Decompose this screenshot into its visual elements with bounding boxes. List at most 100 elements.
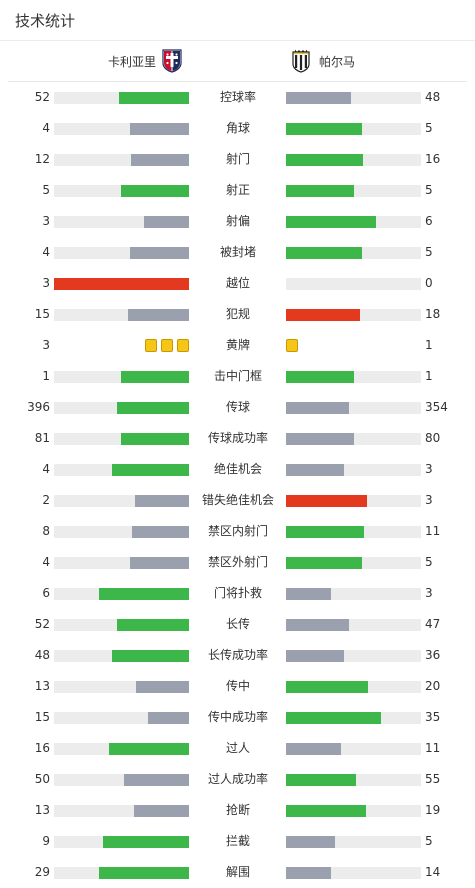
away-stat-bar-fill <box>286 774 356 786</box>
home-stat-bar <box>54 805 189 817</box>
stat-row: 15 传中成功率 35 <box>0 702 475 733</box>
home-stat-value: 15 <box>34 710 50 724</box>
home-stat-bar <box>54 495 189 507</box>
home-stat-bar-fill <box>119 92 189 104</box>
stat-label: 禁区内射门 <box>207 524 268 538</box>
home-stat-bar <box>54 867 189 879</box>
home-stat-bar-fill <box>99 588 189 600</box>
stat-label: 射正 <box>225 183 250 197</box>
home-stat-bar <box>54 464 189 476</box>
home-stat-value: 50 <box>34 772 50 786</box>
away-stat-bar-fill <box>286 681 368 693</box>
away-stat-value: 6 <box>425 214 433 228</box>
home-stat-bar-fill <box>99 867 189 879</box>
away-team-name: 帕尔马 <box>319 54 356 69</box>
home-stat-bar <box>54 216 189 228</box>
stat-row: 52 控球率 48 <box>0 82 475 113</box>
away-stat-bar-fill <box>286 216 376 228</box>
yellow-card-icon <box>161 339 173 352</box>
home-stat-bar-fill <box>130 247 189 259</box>
away-stat-bar-fill <box>286 712 381 724</box>
away-stat-value: 36 <box>425 648 441 662</box>
home-stat-bar <box>54 247 189 259</box>
away-stat-value: 48 <box>425 90 441 104</box>
stat-row: 4 禁区外射门 5 <box>0 547 475 578</box>
away-stat-value: 5 <box>425 245 433 259</box>
home-team[interactable]: 卡利亚里 <box>108 41 182 81</box>
away-stat-bar <box>286 433 421 445</box>
away-stat-bar-fill <box>286 867 331 879</box>
away-stat-bar <box>286 185 421 197</box>
home-stat-value: 13 <box>34 803 50 817</box>
stat-label: 黄牌 <box>225 338 250 352</box>
home-stat-bar <box>54 588 189 600</box>
away-stat-bar-fill <box>286 154 363 166</box>
away-stat-bar-fill <box>286 619 349 631</box>
away-stat-bar <box>286 464 421 476</box>
home-stat-value: 396 <box>27 400 50 414</box>
stat-row: 3 越位 0 <box>0 268 475 299</box>
away-stat-bar-fill <box>286 247 362 259</box>
away-stat-bar <box>286 216 421 228</box>
cagliari-crest-icon <box>162 49 182 73</box>
stat-row: 15 犯规 18 <box>0 299 475 330</box>
home-stat-bar-fill <box>124 774 189 786</box>
away-stat-value: 3 <box>425 586 433 600</box>
home-stat-bar-fill <box>112 464 189 476</box>
stat-row: 13 传中 20 <box>0 671 475 702</box>
stat-label: 犯规 <box>225 307 250 321</box>
away-stat-value: 47 <box>425 617 441 631</box>
home-stat-bar-fill <box>117 619 189 631</box>
home-stat-bar <box>54 123 189 135</box>
stat-label: 传球 <box>225 400 250 414</box>
home-stat-bar-fill <box>130 123 189 135</box>
home-stat-value: 52 <box>34 90 50 104</box>
away-stat-bar-fill <box>286 92 351 104</box>
stat-label: 长传成功率 <box>207 648 268 662</box>
home-stat-value: 81 <box>34 431 50 445</box>
stat-row: 3 黄牌 1 <box>0 330 475 361</box>
home-stat-bar <box>54 774 189 786</box>
stat-row: 50 过人成功率 55 <box>0 764 475 795</box>
home-stat-bar <box>54 526 189 538</box>
stat-row: 48 长传成功率 36 <box>0 640 475 671</box>
stat-label: 控球率 <box>219 90 256 104</box>
stat-label: 角球 <box>225 121 250 135</box>
stat-label: 抢断 <box>225 803 250 817</box>
home-stat-value: 12 <box>34 152 50 166</box>
away-stat-value: 18 <box>425 307 441 321</box>
away-stat-bar <box>286 805 421 817</box>
stat-label: 解围 <box>225 865 250 879</box>
stat-label: 越位 <box>225 276 250 290</box>
stat-label: 传球成功率 <box>207 431 268 445</box>
home-stat-bar <box>54 278 189 290</box>
stat-row: 396 传球 354 <box>0 392 475 423</box>
stat-label: 传中 <box>225 679 250 693</box>
stat-label: 被封堵 <box>219 245 256 259</box>
home-stat-value: 1 <box>42 369 50 383</box>
home-stat-bar <box>54 836 189 848</box>
home-stat-value: 52 <box>34 617 50 631</box>
stat-row: 12 射门 16 <box>0 144 475 175</box>
away-stat-value: 20 <box>425 679 441 693</box>
home-stat-bar <box>54 557 189 569</box>
stat-label: 射偏 <box>225 214 250 228</box>
away-stat-bar-fill <box>286 464 344 476</box>
home-stat-bar <box>54 92 189 104</box>
stat-row: 4 绝佳机会 3 <box>0 454 475 485</box>
away-stat-bar <box>286 495 421 507</box>
home-stat-bar-fill <box>121 371 189 383</box>
away-stat-value: 16 <box>425 152 441 166</box>
away-stat-bar-fill <box>286 526 364 538</box>
home-stat-bar <box>54 433 189 445</box>
stat-label: 击中门框 <box>213 369 262 383</box>
page-header: 技术统计 <box>0 0 475 41</box>
parma-crest-icon <box>292 49 310 73</box>
stat-row: 5 射正 5 <box>0 175 475 206</box>
home-stat-bar-fill <box>103 836 189 848</box>
away-team[interactable]: 帕尔马 <box>291 41 355 81</box>
away-stat-bar-fill <box>286 743 341 755</box>
away-stat-bar-fill <box>286 371 354 383</box>
stat-label: 长传 <box>225 617 250 631</box>
away-stat-value: 1 <box>425 338 433 352</box>
